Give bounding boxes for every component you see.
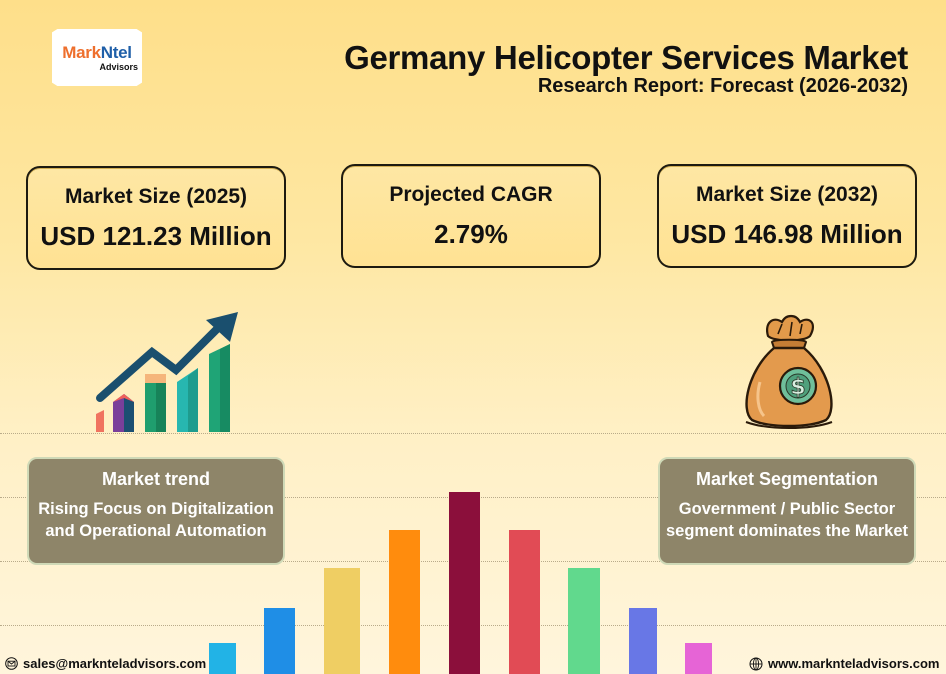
footer-website[interactable]: www.marknteladvisors.com — [749, 656, 939, 671]
logo-wordmark: MarkNtel — [62, 42, 132, 62]
footer-email[interactable]: sales@marknteladvisors.com — [5, 656, 206, 671]
decorative-bar-9 — [685, 643, 712, 674]
market-trend-line-1: Rising Focus on Digitalization — [38, 500, 274, 518]
page-title: Germany Helicopter Services Market — [344, 39, 908, 76]
decorative-bar-3 — [324, 568, 360, 674]
market-segmentation-line-1: Government / Public Sector — [678, 500, 896, 518]
email-icon — [5, 657, 18, 670]
stat-card-market-size-2032: Market Size (2032) USD 146.98 Million — [657, 164, 917, 268]
market-segmentation-line-2: segment dominates the Market — [665, 522, 909, 540]
globe-icon — [749, 657, 763, 671]
stat-card-market-size-2025: Market Size (2025) USD 121.23 Million — [26, 166, 286, 270]
market-segmentation-text: Government / Public Sector segment domin… — [666, 498, 908, 542]
stat-value: 2.79% — [434, 219, 508, 249]
stat-label: Projected CAGR — [389, 183, 553, 206]
decorative-bar-5 — [449, 492, 480, 674]
market-trend-heading: Market trend — [101, 469, 211, 489]
stat-value: USD 121.23 Million — [40, 221, 272, 251]
logo-subtext: Advisors — [99, 61, 138, 72]
market-segmentation-heading: Market Segmentation — [695, 469, 879, 489]
divider-line — [0, 433, 946, 434]
footer-website-text[interactable]: www.marknteladvisors.com — [768, 656, 940, 671]
growth-chart-icon — [92, 310, 242, 432]
stat-label: Market Size (2025) — [64, 185, 248, 208]
marknteladvisors-logo: MarkNtel Advisors — [52, 29, 142, 86]
svg-text:$: $ — [790, 375, 805, 400]
decorative-bar-2 — [264, 608, 295, 674]
page-subtitle: Research Report: Forecast (2026-2032) — [537, 75, 908, 97]
footer-email-text[interactable]: sales@marknteladvisors.com — [23, 656, 207, 671]
market-trend-box: Market trend Rising Focus on Digitalizat… — [27, 457, 285, 565]
stat-label: Market Size (2032) — [695, 183, 879, 206]
decorative-bar-4 — [389, 530, 420, 674]
market-trend-text: Rising Focus on Digitalization and Opera… — [38, 498, 274, 542]
decorative-bar-1 — [209, 643, 236, 674]
market-trend-line-2: and Operational Automation — [45, 522, 267, 540]
market-segmentation-box: Market Segmentation Government / Public … — [658, 457, 916, 565]
money-bag-icon: $ — [738, 312, 838, 430]
decorative-bar-6 — [509, 530, 540, 674]
stat-card-projected-cagr: Projected CAGR 2.79% — [341, 164, 601, 268]
decorative-bar-8 — [629, 608, 657, 674]
stat-value: USD 146.98 Million — [671, 219, 903, 249]
logo-ntel-text: Ntel — [100, 42, 132, 62]
logo-mark-text: Mark — [62, 42, 101, 62]
decorative-bar-7 — [568, 568, 600, 674]
